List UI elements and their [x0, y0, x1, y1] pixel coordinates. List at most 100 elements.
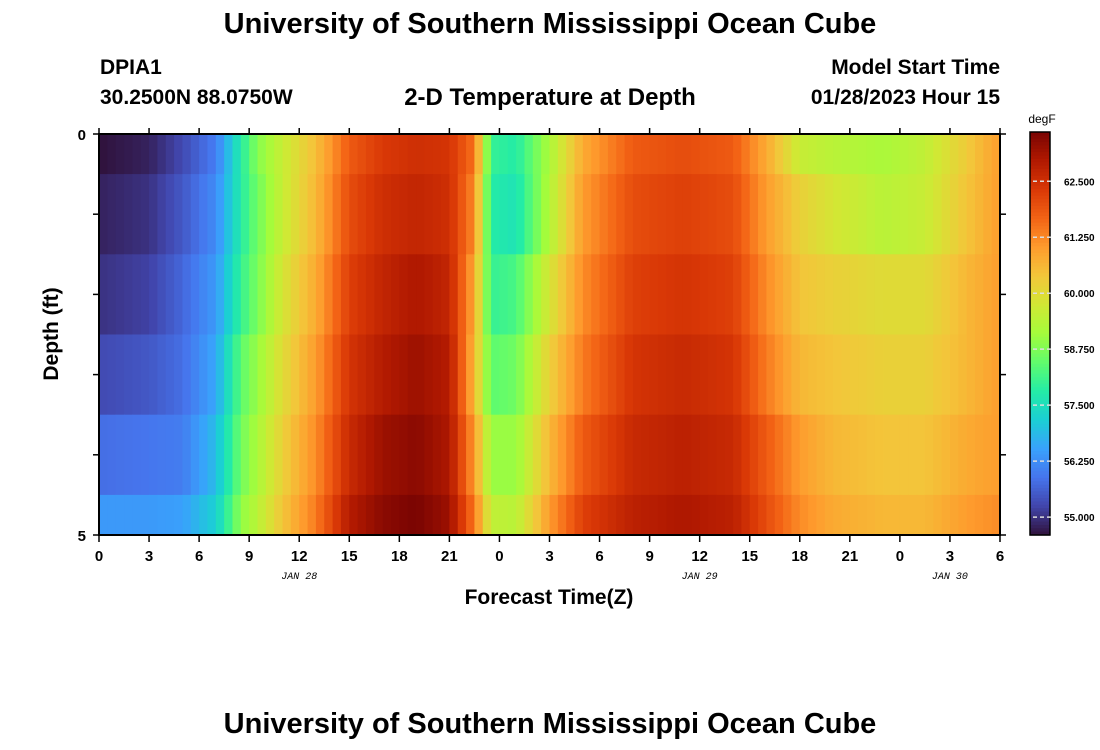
heatmap-cell [749, 414, 759, 496]
colorbar-segment [1030, 518, 1050, 523]
heatmap-cell [858, 254, 868, 336]
heatmap-cell [390, 254, 400, 336]
model-start-label: Model Start Time [831, 56, 1000, 79]
heatmap-cell [524, 254, 534, 336]
heatmap-cell [833, 414, 843, 496]
colorbar-segment [1030, 326, 1050, 331]
heatmap-cell [749, 134, 759, 175]
heatmap-cell [766, 414, 776, 496]
heatmap-cell [115, 254, 125, 336]
heatmap-cell [758, 334, 767, 416]
heatmap-cell [332, 134, 342, 175]
heatmap-cell [149, 334, 158, 416]
heatmap-cell [574, 174, 584, 255]
colorbar-tick-label: 60.000 [1064, 289, 1095, 300]
heatmap-cell [841, 174, 851, 255]
heatmap-cell [491, 334, 501, 416]
heatmap-cell [499, 174, 509, 255]
x-tick-label: 9 [245, 548, 253, 565]
heatmap-cell [399, 334, 409, 416]
heatmap-cell [99, 334, 108, 416]
heatmap-cell [708, 174, 717, 255]
colorbar-segment [1030, 420, 1050, 425]
heatmap-cell [966, 494, 976, 536]
heatmap-cell [382, 494, 392, 536]
heatmap-cell [416, 134, 425, 175]
heatmap-cell [691, 414, 701, 496]
heatmap-cell [733, 414, 742, 496]
colorbar-segment [1030, 276, 1050, 281]
heatmap-cell [449, 494, 459, 536]
heatmap-cell [724, 414, 734, 496]
heatmap-cell [507, 334, 517, 416]
heatmap-cell [424, 334, 434, 416]
heatmap-cell [866, 334, 876, 416]
heatmap-cell [399, 174, 409, 255]
heatmap-cell [774, 494, 784, 536]
heatmap-cell [791, 134, 801, 175]
heatmap-cell [941, 134, 951, 175]
heatmap-cell [783, 494, 793, 536]
x-tick-label: 6 [195, 548, 203, 565]
heatmap-cell [482, 134, 492, 175]
heatmap-cell [307, 134, 317, 175]
heatmap-cell [699, 334, 709, 416]
heatmap-cell [349, 134, 359, 175]
heatmap-cell [566, 494, 576, 536]
heatmap-cell [816, 334, 826, 416]
heatmap-cell [891, 254, 901, 336]
heatmap-cell [883, 254, 893, 336]
heatmap-cell [115, 494, 125, 536]
heatmap-cell [808, 254, 818, 336]
heatmap-cell [632, 414, 642, 496]
colorbar-segment [1030, 333, 1050, 338]
colorbar-segment [1030, 471, 1050, 476]
x-tick-label: 3 [145, 548, 153, 565]
colorbar: 55.000 56.250 57.500 58.750 60.000 61.250 62.5… [1029, 131, 1095, 536]
heatmap-cell [682, 334, 692, 416]
heatmap-cell [524, 174, 534, 255]
heatmap-cell [808, 174, 818, 255]
heatmap-cell [190, 174, 200, 255]
x-tick-label: 15 [741, 548, 758, 565]
colorbar-segment [1030, 524, 1050, 529]
heatmap-cell [491, 134, 501, 175]
heatmap-cell [766, 494, 776, 536]
heatmap-cell [632, 334, 642, 416]
colorbar-segment [1030, 306, 1050, 311]
colorbar-segment [1030, 363, 1050, 368]
heatmap-cell [682, 174, 692, 255]
heatmap-cell [974, 414, 984, 496]
colorbar-segment [1030, 407, 1050, 412]
heatmap-cell [949, 254, 959, 336]
heatmap-cell [783, 134, 793, 175]
heatmap-cell [941, 494, 951, 536]
heatmap-cell [916, 174, 926, 255]
heatmap-cell [799, 134, 809, 175]
heatmap-cell [482, 174, 492, 255]
heatmap-cell [591, 334, 601, 416]
heatmap-cell [441, 174, 450, 255]
heatmap-cell [165, 134, 175, 175]
colorbar-segment [1030, 303, 1050, 308]
colorbar-segment [1030, 202, 1050, 207]
station-id: DPIA1 [100, 56, 162, 79]
heatmap-cell [883, 174, 893, 255]
heatmap-cell [441, 494, 450, 536]
colorbar-segment [1030, 232, 1050, 237]
heatmap-cell [908, 174, 918, 255]
heatmap-cell [449, 334, 459, 416]
heatmap-cell [599, 254, 609, 336]
heatmap-cell [983, 254, 993, 336]
heatmap-cell [958, 254, 968, 336]
heatmap-cell [582, 134, 592, 175]
colorbar-segment [1030, 367, 1050, 372]
heatmap-cell [499, 414, 509, 496]
heatmap-cell [332, 174, 342, 255]
heatmap-cell [157, 174, 167, 255]
heatmap-cell [582, 334, 592, 416]
heatmap-cell [282, 254, 292, 336]
heatmap-cell [507, 134, 517, 175]
heatmap-cell [407, 414, 417, 496]
colorbar-segment [1030, 393, 1050, 398]
